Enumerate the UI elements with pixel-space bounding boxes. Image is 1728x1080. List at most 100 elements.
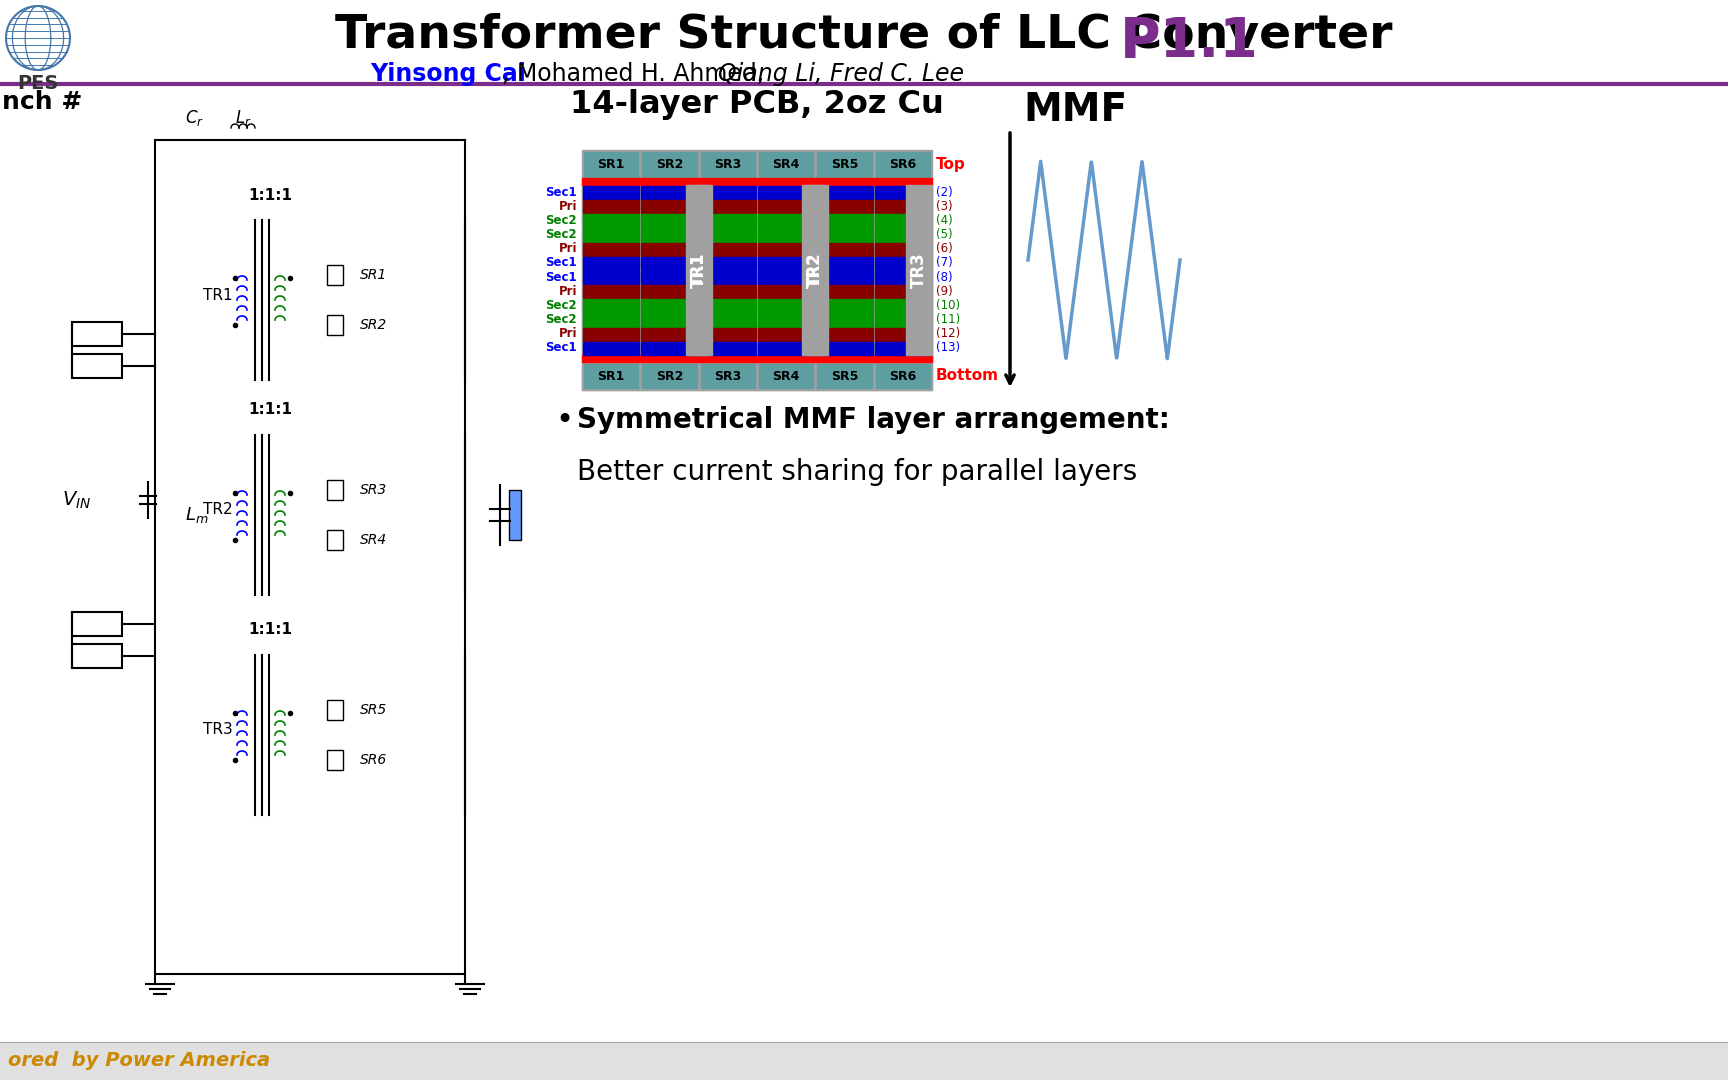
Text: SR5: SR5 (359, 703, 387, 717)
Text: SR3: SR3 (714, 159, 741, 172)
Text: Better current sharing for parallel layers: Better current sharing for parallel laye… (577, 458, 1137, 486)
Text: $L_r$: $L_r$ (235, 108, 252, 129)
Bar (582, 327, 639, 341)
Bar (759, 313, 814, 326)
Bar (641, 271, 698, 284)
Bar (641, 257, 698, 270)
Text: TR2: TR2 (807, 254, 823, 286)
Bar (584, 152, 638, 178)
Bar (759, 229, 814, 242)
Text: (2): (2) (937, 186, 952, 199)
Bar (582, 185, 931, 355)
Bar (700, 327, 757, 341)
Text: TR2: TR2 (204, 502, 233, 517)
Bar (759, 364, 814, 388)
Bar (327, 315, 342, 335)
Text: (12): (12) (937, 327, 961, 340)
Bar (689, 185, 708, 355)
Bar (327, 530, 342, 550)
Text: Sec2: Sec2 (546, 313, 577, 326)
Bar (700, 229, 757, 242)
Text: (9): (9) (937, 285, 952, 298)
Bar (874, 271, 931, 284)
Bar (641, 243, 698, 256)
Text: 1:1:1: 1:1:1 (249, 188, 292, 203)
Text: SR2: SR2 (359, 318, 387, 332)
Bar (802, 185, 828, 355)
Bar (817, 152, 871, 178)
Text: $L_m$: $L_m$ (185, 505, 209, 525)
Bar (759, 327, 814, 341)
Text: SR1: SR1 (359, 268, 387, 282)
Text: TR1: TR1 (204, 287, 233, 302)
Text: (5): (5) (937, 228, 952, 241)
Bar (643, 364, 696, 388)
Bar (582, 313, 639, 326)
Text: (3): (3) (937, 200, 952, 213)
Text: TR3: TR3 (911, 252, 928, 288)
Bar (816, 299, 873, 312)
Bar (700, 152, 755, 178)
Text: (4): (4) (937, 214, 952, 227)
Bar (327, 700, 342, 720)
Bar (641, 285, 698, 298)
Bar (582, 271, 639, 284)
Bar (582, 243, 639, 256)
Text: P1.1: P1.1 (1120, 15, 1260, 69)
Text: SR5: SR5 (831, 159, 859, 172)
Bar (759, 257, 814, 270)
Bar (582, 214, 639, 228)
Text: 14-layer PCB, 2oz Cu: 14-layer PCB, 2oz Cu (570, 90, 943, 121)
Text: SR3: SR3 (359, 483, 387, 497)
Bar (582, 342, 639, 355)
Bar (700, 200, 757, 214)
Text: Sec2: Sec2 (546, 228, 577, 241)
Text: Yinsong Cai: Yinsong Cai (370, 62, 525, 86)
Text: Symmetrical MMF layer arrangement:: Symmetrical MMF layer arrangement: (577, 406, 1170, 434)
Text: (11): (11) (937, 313, 961, 326)
Text: SR6: SR6 (890, 159, 916, 172)
Bar (874, 313, 931, 326)
Bar (327, 480, 342, 500)
Text: (7): (7) (937, 256, 952, 269)
Bar (582, 229, 639, 242)
Bar (73, 644, 123, 669)
Bar (700, 214, 757, 228)
Bar (876, 364, 930, 388)
Text: MMF: MMF (1023, 91, 1127, 129)
Bar (759, 214, 814, 228)
Text: •: • (555, 405, 574, 434)
Text: SR4: SR4 (772, 369, 800, 382)
Bar (510, 490, 522, 540)
Bar (73, 322, 123, 346)
Text: SR1: SR1 (598, 369, 626, 382)
Text: TR1: TR1 (689, 253, 708, 287)
Text: SR6: SR6 (890, 369, 916, 382)
Bar (641, 186, 698, 199)
Text: Pri: Pri (558, 242, 577, 255)
Bar (759, 200, 814, 214)
Text: (6): (6) (937, 242, 952, 255)
Text: Sec1: Sec1 (546, 186, 577, 199)
Text: SR2: SR2 (657, 369, 683, 382)
Text: Sec2: Sec2 (546, 214, 577, 227)
Bar (816, 214, 873, 228)
Text: SR3: SR3 (714, 369, 741, 382)
Bar (816, 342, 873, 355)
Bar (582, 186, 639, 199)
Bar (874, 299, 931, 312)
Bar (816, 229, 873, 242)
Bar (700, 243, 757, 256)
Bar (874, 257, 931, 270)
Bar (700, 257, 757, 270)
Bar (582, 178, 931, 185)
Bar (874, 342, 931, 355)
Text: Qiang Li, Fred C. Lee: Qiang Li, Fred C. Lee (719, 62, 964, 86)
Text: SR5: SR5 (831, 369, 859, 382)
Text: (10): (10) (937, 299, 961, 312)
Bar (759, 342, 814, 355)
Bar (816, 313, 873, 326)
Bar (700, 285, 757, 298)
Bar (874, 243, 931, 256)
Bar (641, 214, 698, 228)
